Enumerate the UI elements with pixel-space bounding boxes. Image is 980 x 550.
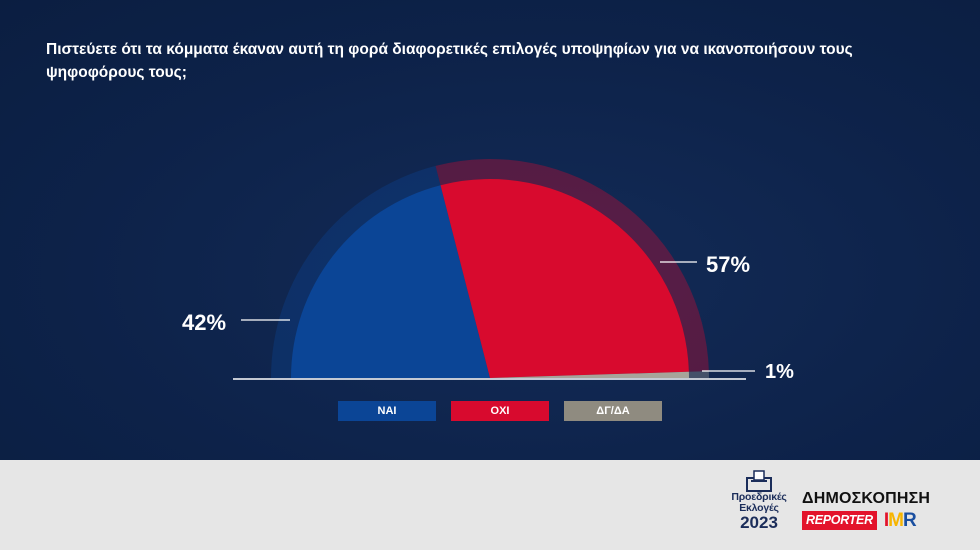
elections-logo-year: 2023 [740,513,778,532]
label-yes: 42% [182,310,226,335]
legend-yes-label: ΝΑΙ [377,405,397,417]
half-pie-chart: 42% 57% 1% [182,159,794,383]
imr-logo: IMR [883,509,917,531]
legend-yes: ΝΑΙ [338,401,436,421]
poll-logo-title: ΔΗΜΟΣΚΟΠΗΣΗ [802,490,931,507]
footer [0,460,980,550]
chart-title: Πιστεύετε ότι τα κόμματα έκαναν αυτή τη … [46,41,853,81]
label-dk: 1% [765,361,794,383]
chart-panel: Πιστεύετε ότι τα κόμματα έκαναν αυτή τη … [0,0,980,460]
poll-logo: ΔΗΜΟΣΚΟΠΗΣΗ REPORTER IMR [802,490,942,532]
legend-dk-label: ΔΓ/ΔΑ [596,405,630,417]
slice-yes [291,185,490,378]
slice-dk [490,371,689,378]
label-no: 57% [706,252,750,277]
slice-no [440,179,689,378]
elections-2023-logo: Προεδρικές Εκλογές 2023 [728,470,790,542]
legend-no: ΟΧΙ [451,401,549,421]
ballot-box-icon [744,470,774,492]
legend-no-label: ΟΧΙ [490,405,510,417]
legend-dk: ΔΓ/ΔΑ [564,401,662,421]
reporter-logo: REPORTER [802,511,877,530]
elections-logo-line2: Εκλογές [739,502,779,514]
elections-logo-line1: Προεδρικές [731,491,787,503]
